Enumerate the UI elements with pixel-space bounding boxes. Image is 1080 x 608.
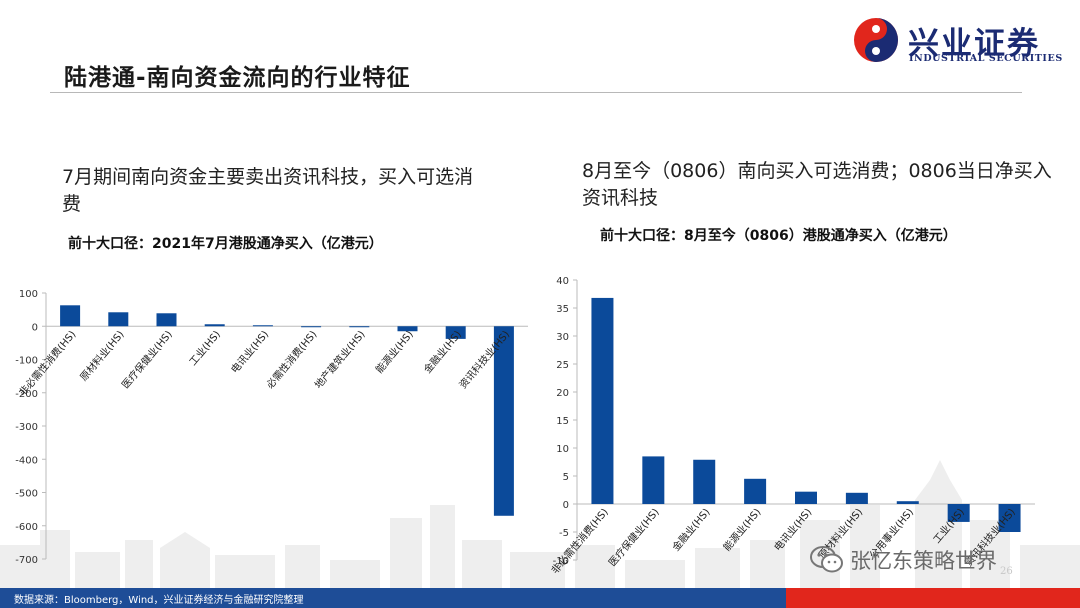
y-tick-label: 0 xyxy=(32,322,38,333)
category-label: 能源业(HS) xyxy=(720,505,763,553)
y-tick-label: 20 xyxy=(556,388,569,399)
brand-logo: 兴业证券 INDUSTRIAL SECURITIES xyxy=(852,16,1064,66)
y-tick-label: 0 xyxy=(563,500,569,511)
bar xyxy=(896,501,919,504)
page-title: 陆港通-南向资金流向的行业特征 xyxy=(64,65,411,91)
right-bar-chart: 40 35 30 25 20 15 10 5 0 -5 -10非必需性消费(HS)医疗保健业(HS)… xyxy=(548,276,1035,576)
category-label: 电讯业(HS) xyxy=(228,328,271,376)
data-source-note: 数据来源：Bloomberg，Wind，兴业证券经济与金融研究院整理 xyxy=(14,595,304,606)
category-label: 医疗保健业(HS) xyxy=(119,328,175,391)
y-tick-label: -700 xyxy=(15,555,38,566)
y-tick-label: -5 xyxy=(559,528,569,539)
category-label: 工业(HS) xyxy=(187,328,223,368)
y-tick-label: 30 xyxy=(556,332,569,343)
bar xyxy=(445,326,466,339)
y-tick-label: -600 xyxy=(15,522,38,533)
y-tick-label: -100 xyxy=(15,356,38,367)
category-label: 金融业(HS) xyxy=(669,505,712,553)
bar xyxy=(204,324,225,327)
category-label: 医疗保健业(HS) xyxy=(606,505,662,568)
watermark-text: 张忆东策略世界 xyxy=(850,549,997,573)
left-bar-chart: 1000-100-200-300-400-500-600-700非必需性消费(H… xyxy=(15,289,528,566)
category-label: 原材料业(HS) xyxy=(77,328,127,384)
left-heading: 7月期间南向资金主要卖出资讯科技，买入可选消费 xyxy=(62,166,474,215)
y-tick-label: 10 xyxy=(556,444,569,455)
y-tick-label: 5 xyxy=(563,472,569,483)
page-number: 26 xyxy=(1000,566,1013,577)
y-tick-label: 40 xyxy=(556,276,569,287)
bar xyxy=(60,305,81,327)
bar xyxy=(493,326,514,516)
category-label: 必需性消费(HS) xyxy=(263,328,319,391)
category-label: 金融业(HS) xyxy=(421,328,464,376)
logo-chinese: 兴业证券 xyxy=(908,26,1040,62)
bar xyxy=(642,456,665,504)
category-label: 地产建筑业(HS) xyxy=(312,328,368,391)
right-chart-subtitle: 前十大口径：8月至今（0806）港股通净买入（亿港元） xyxy=(600,228,957,244)
wechat-icon xyxy=(810,546,843,573)
logo-english: INDUSTRIAL SECURITIES xyxy=(909,53,1063,64)
bar xyxy=(397,326,418,332)
y-tick-label: -10 xyxy=(553,556,569,567)
y-tick-label: 15 xyxy=(556,416,569,427)
category-label: 能源业(HS) xyxy=(373,328,416,376)
bar xyxy=(845,492,868,504)
bar xyxy=(591,297,614,504)
bar xyxy=(744,478,767,504)
bar xyxy=(349,326,370,328)
bar xyxy=(693,459,716,504)
bar xyxy=(795,491,817,504)
bar xyxy=(301,326,322,328)
category-label: 电讯业(HS) xyxy=(771,505,814,553)
y-tick-label: -400 xyxy=(15,455,38,466)
bar xyxy=(108,312,129,327)
title-divider xyxy=(50,92,1022,93)
footer-bar-blue xyxy=(0,588,786,608)
y-tick-label: 35 xyxy=(556,304,569,315)
bar xyxy=(947,504,970,522)
logo-icon xyxy=(854,18,898,62)
watermark: 张忆东策略世界 xyxy=(810,542,997,578)
bar xyxy=(998,504,1021,532)
bar xyxy=(156,313,177,327)
right-heading: 8月至今（0806）南向买入可选消费；0806当日净买入资讯科技 xyxy=(582,160,1052,209)
bar xyxy=(252,325,273,327)
y-tick-label: -500 xyxy=(15,489,38,500)
y-tick-label: 100 xyxy=(19,289,38,300)
y-tick-label: -300 xyxy=(15,422,38,433)
left-chart-subtitle: 前十大口径：2021年7月港股通净买入（亿港元） xyxy=(68,236,383,252)
footer-bar-red xyxy=(786,588,1080,608)
category-label: 非必需性消费(HS) xyxy=(548,505,611,576)
y-tick-label: -200 xyxy=(15,389,38,400)
y-tick-label: 25 xyxy=(556,360,569,371)
